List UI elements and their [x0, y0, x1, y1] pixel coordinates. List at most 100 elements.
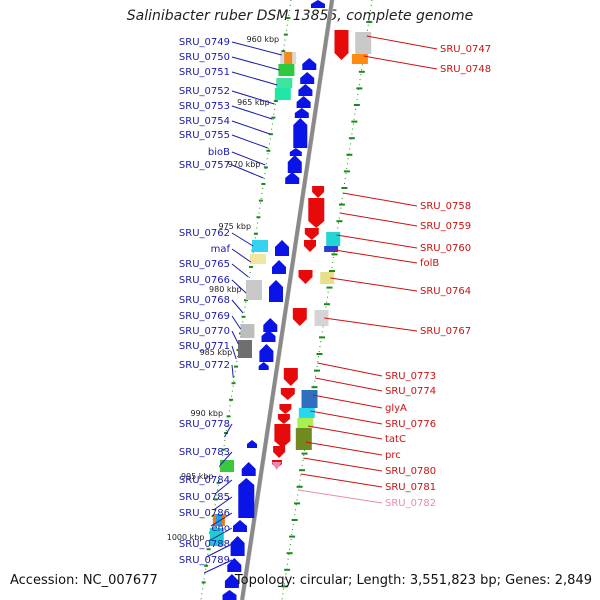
left-gene-label: SRU_0766: [179, 275, 230, 286]
forward-gene-arrow: [224, 574, 239, 588]
left-gene-label: SRU_0771: [179, 341, 230, 352]
gene-feature-box: [298, 408, 315, 418]
gene-feature-box: [246, 280, 262, 300]
left-gene-label: SRU_0786: [179, 508, 230, 519]
gene-feature-box: [278, 64, 295, 76]
left-label-connector: [231, 315, 242, 330]
left-label-connector: [210, 512, 233, 527]
left-label-connector: [231, 56, 280, 71]
left-gene-label: SRU_0784: [179, 475, 230, 486]
right-gene-label: SRU_0780: [385, 466, 436, 477]
left-label-connector: [231, 90, 275, 105]
left-label-connector: [213, 496, 233, 511]
kbp-marker: 965 kbp: [237, 98, 270, 107]
left-gene-label: SRU_0772: [179, 360, 230, 371]
right-label-connector: [315, 377, 383, 392]
right-label-connector: [300, 473, 383, 488]
gene-feature-box: [238, 340, 252, 358]
right-gene-label: SRU_0748: [440, 64, 491, 75]
forward-gene-arrow: [241, 462, 256, 476]
left-label-connector: [231, 263, 249, 278]
forward-gene-arrow: [302, 58, 317, 70]
reverse-gene-arrow: [279, 404, 292, 414]
left-gene-label: SRU_0765: [179, 259, 230, 270]
forward-gene-arrow: [222, 590, 237, 600]
right-gene-label: SRU_0747: [440, 44, 491, 55]
pseudogene-marker: [271, 462, 282, 470]
forward-gene-arrow: [296, 96, 311, 108]
right-guide-line: [281, 0, 373, 600]
left-gene-label: eno: [211, 523, 230, 534]
right-gene-label: SRU_0776: [385, 419, 436, 430]
kbp-marker: 1000 kbp: [167, 533, 205, 542]
right-label-connector: [342, 192, 418, 207]
right-label-connector: [298, 489, 383, 504]
forward-gene-arrow: [311, 0, 325, 8]
right-label-connector: [334, 249, 418, 264]
left-gene-label: bioB: [208, 147, 230, 158]
reverse-gene-arrow: [280, 388, 295, 400]
forward-gene-arrow: [300, 72, 315, 84]
left-gene-label: SRU_0753: [179, 101, 230, 112]
right-label-connector: [363, 55, 438, 70]
left-gene-label: SRU_0757: [179, 160, 230, 171]
forward-gene-arrow: [227, 558, 242, 572]
reverse-gene-arrow: [274, 424, 291, 448]
left-label-connector: [231, 41, 282, 56]
left-gene-label: SRU_0769: [179, 311, 230, 322]
forward-gene-arrow: [289, 148, 302, 156]
left-label-connector: [231, 279, 247, 294]
gene-feature-box: [297, 418, 314, 428]
left-gene-label: maf: [211, 244, 231, 255]
right-label-connector: [317, 362, 383, 377]
forward-gene-arrow: [230, 536, 245, 556]
gene-feature-box: [274, 88, 291, 100]
right-gene-label: SRU_0759: [420, 221, 471, 232]
kbp-marker: 970 kbp: [228, 160, 261, 169]
gene-feature-box: [351, 54, 368, 64]
right-label-connector: [324, 317, 418, 332]
gene-feature-box: [249, 254, 266, 264]
right-gene-label: tatC: [385, 434, 406, 445]
forward-gene-arrow: [261, 330, 276, 342]
forward-gene-arrow: [269, 280, 283, 302]
right-label-connector: [310, 410, 383, 425]
left-label-connector: [219, 451, 233, 466]
gene-feature-box: [284, 52, 293, 64]
right-label-connector: [303, 457, 383, 472]
left-gene-label: SRU_0785: [179, 492, 230, 503]
forward-gene-arrow: [247, 440, 257, 448]
gene-feature-box: [326, 232, 341, 246]
left-label-connector: [206, 543, 233, 558]
left-label-connector: [231, 248, 251, 263]
right-gene-label: SRU_0767: [420, 326, 471, 337]
left-gene-label: SRU_0751: [179, 67, 230, 78]
gene-feature-box: [355, 32, 372, 54]
forward-gene-arrow: [263, 318, 278, 332]
right-gene-label: SRU_0760: [420, 243, 471, 254]
left-label-connector: [231, 232, 254, 247]
left-gene-label: SRU_0783: [179, 447, 230, 458]
kbp-marker: 975 kbp: [218, 222, 251, 231]
forward-gene-arrow: [238, 478, 255, 518]
right-label-connector: [330, 277, 418, 292]
left-label-connector: [231, 345, 237, 360]
kbp-marker: 980 kbp: [209, 285, 242, 294]
forward-gene-arrow: [298, 84, 313, 96]
left-gene-label: SRU_0788: [179, 539, 230, 550]
reverse-gene-arrow: [334, 30, 349, 60]
forward-gene-arrow: [285, 172, 300, 184]
right-gene-label: SRU_0764: [420, 286, 471, 297]
kbp-marker: 990 kbp: [190, 409, 223, 418]
forward-gene-arrow: [275, 240, 289, 256]
forward-gene-arrow: [233, 520, 247, 532]
gene-feature-box: [324, 246, 339, 252]
left-gene-label: SRU_0778: [179, 419, 230, 430]
left-gene-label: SRU_0755: [179, 130, 230, 141]
right-label-connector: [336, 234, 418, 249]
forward-gene-arrow: [294, 108, 309, 118]
left-label-connector: [215, 479, 233, 494]
left-gene-label: SRU_0749: [179, 37, 230, 48]
left-label-connector: [231, 151, 266, 166]
left-gene-label: SRU_0752: [179, 86, 230, 97]
